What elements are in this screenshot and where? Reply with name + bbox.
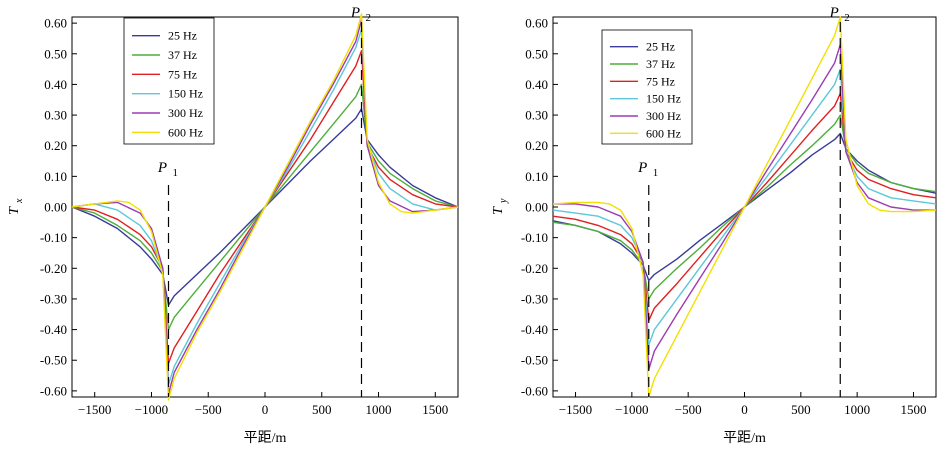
y-tick-label: 0.00 — [525, 200, 548, 215]
legend-label: 300 Hz — [168, 106, 203, 120]
x-tick-label: 500 — [312, 402, 332, 417]
series-line-600hz — [71, 13, 459, 401]
y-tick-label: 0.50 — [525, 46, 548, 61]
x-tick-label: −500 — [675, 402, 702, 417]
y-tick-label: -0.30 — [521, 291, 548, 306]
y-tick-label: -0.30 — [40, 291, 67, 306]
y-tick-label: 0.30 — [525, 108, 548, 123]
y-tick-label: 0.40 — [525, 77, 548, 92]
legend-box — [601, 29, 693, 145]
legend-label: 37 Hz — [646, 57, 675, 71]
y-axis-title-sub: y — [498, 198, 509, 204]
x-tick-label: −1500 — [78, 402, 111, 417]
y-axis-title-main: T — [7, 206, 22, 215]
x-tick-label: 1000 — [366, 402, 392, 417]
chart-tx: −1500 −1000 −500 0 500 1000 1500 -0.60 -0.50 -0.4… — [7, 5, 459, 446]
annotation-sub-p2: 2 — [366, 12, 372, 24]
y-axis-title-sub: x — [14, 198, 25, 204]
x-tick-label: −1000 — [135, 402, 168, 417]
legend-label: 600 Hz — [646, 126, 681, 140]
x-tick-label: 0 — [741, 402, 748, 417]
legend-label: 300 Hz — [646, 109, 681, 123]
legend-label: 600 Hz — [168, 125, 203, 139]
y-tick-label: -0.20 — [521, 261, 548, 276]
legend-label: 75 Hz — [168, 67, 197, 81]
y-tick-label: -0.40 — [40, 322, 67, 337]
y-tick-label: 0.20 — [525, 138, 548, 153]
y-tick-label: -0.50 — [40, 353, 67, 368]
x-tick-label: 1500 — [900, 402, 926, 417]
annotation-p1: P — [637, 160, 647, 176]
y-tick-label: 0.40 — [44, 77, 67, 92]
x-axis-title: 平距/m — [723, 430, 766, 446]
annotation-sub-p2: 2 — [844, 12, 850, 24]
legend-label: 25 Hz — [646, 40, 675, 54]
x-tick-label: −1000 — [615, 402, 648, 417]
y-tick-label: -0.10 — [521, 230, 548, 245]
y-tick-label: 0.10 — [525, 169, 548, 184]
annotation-sub-p1: 1 — [653, 167, 659, 179]
y-tick-label: -0.20 — [40, 261, 67, 276]
x-tick-label: 500 — [791, 402, 811, 417]
legend-label: 75 Hz — [646, 74, 675, 88]
y-tick-label: 0.30 — [44, 108, 67, 123]
y-tick-label: 0.20 — [44, 138, 67, 153]
y-axis-title: Tx — [7, 198, 25, 215]
y-tick-label: -0.60 — [521, 383, 548, 398]
x-tick-label: 0 — [262, 402, 269, 417]
y-tick-label: 0.10 — [44, 169, 67, 184]
x-tick-label: −500 — [195, 402, 222, 417]
x-tick-label: 1000 — [844, 402, 870, 417]
x-tick-label: 1500 — [422, 402, 448, 417]
legend-label: 37 Hz — [168, 48, 197, 62]
y-tick-label: -0.60 — [40, 383, 67, 398]
x-tick-label: −1500 — [559, 402, 592, 417]
y-axis-title: Ty — [491, 198, 509, 215]
x-axis-title: 平距/m — [244, 430, 287, 446]
legend-label: 150 Hz — [646, 92, 681, 106]
annotation-sub-p1: 1 — [173, 167, 179, 179]
legend-box — [123, 17, 215, 145]
y-tick-label: 0.00 — [44, 200, 67, 215]
legend-label: 150 Hz — [168, 87, 203, 101]
y-tick-label: -0.10 — [40, 230, 67, 245]
y-tick-label: 0.60 — [525, 16, 548, 31]
y-axis-title-main: T — [491, 206, 506, 215]
legend-label: 25 Hz — [168, 29, 197, 43]
y-tick-label: 0.50 — [44, 46, 67, 61]
annotation-p1: P — [157, 160, 167, 176]
y-tick-label: -0.40 — [521, 322, 548, 337]
annotation-p2: P — [350, 5, 360, 21]
series-line-600hz — [552, 16, 937, 398]
y-tick-label: -0.50 — [521, 353, 548, 368]
y-tick-label: 0.60 — [44, 16, 67, 31]
annotation-p2: P — [829, 5, 839, 21]
chart-ty: −1500 −1000 −500 0 500 1000 1500 -0.60 -0.50 -0.4… — [491, 5, 937, 446]
